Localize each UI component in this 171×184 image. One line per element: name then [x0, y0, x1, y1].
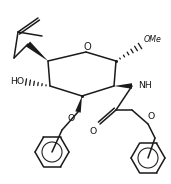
Polygon shape [114, 83, 132, 89]
Polygon shape [75, 96, 82, 113]
Text: NH: NH [138, 82, 152, 91]
Text: OMe: OMe [144, 35, 162, 44]
Text: O: O [147, 112, 154, 121]
Text: O: O [68, 114, 75, 123]
Text: HO: HO [10, 77, 24, 86]
Text: O: O [83, 42, 91, 52]
Polygon shape [26, 42, 48, 61]
Text: O: O [90, 127, 97, 136]
